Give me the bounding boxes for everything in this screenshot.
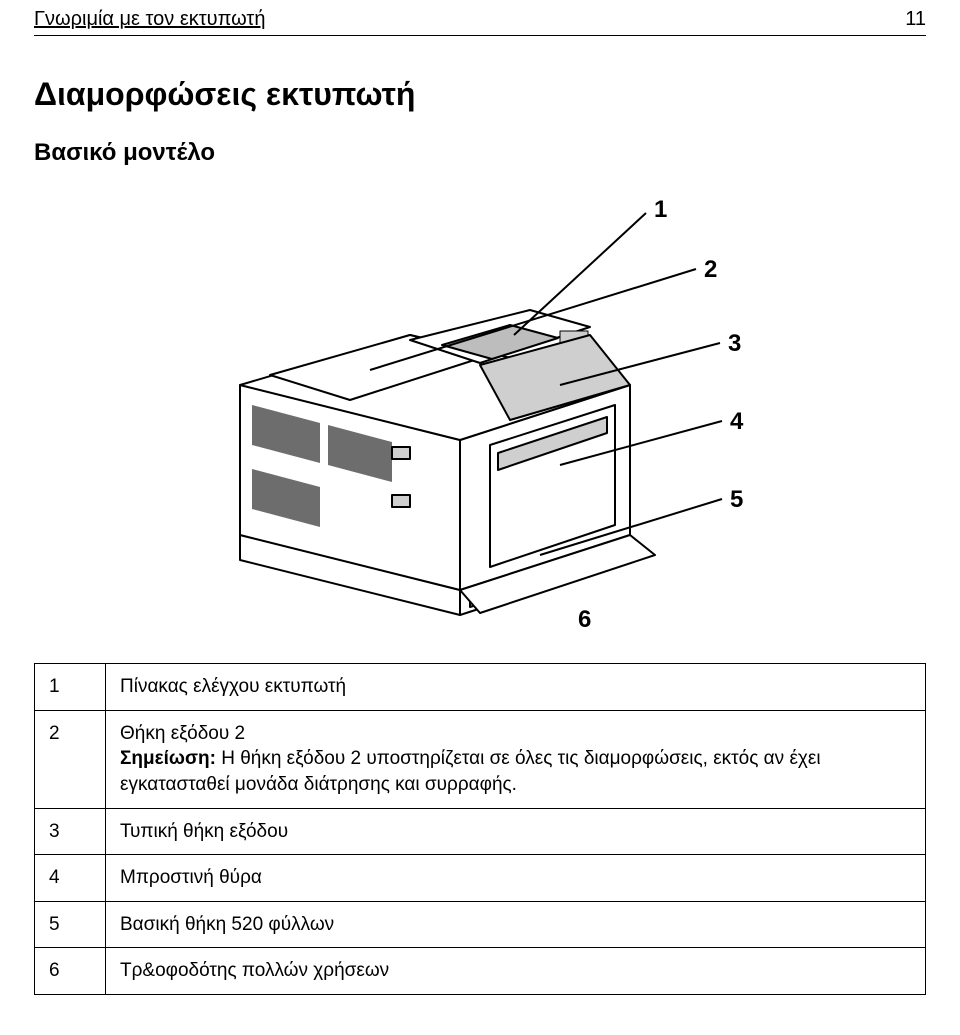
document-header: Γνωριμία με τον εκτυπωτή 11	[34, 8, 926, 36]
table-row: 1 Πίνακας ελέγχου εκτυπωτή	[35, 664, 926, 711]
figure-container: 1 2 3 4 5 6	[34, 195, 926, 635]
header-section-title: Γνωριμία με τον εκτυπωτή	[34, 8, 265, 31]
row-num: 1	[35, 664, 106, 711]
row-num: 4	[35, 855, 106, 902]
row-num: 2	[35, 710, 106, 808]
table-row: 6 Τρ&οφοδότης πολλών χρήσεων	[35, 948, 926, 995]
row-desc: Τυπική θήκη εξόδου	[106, 808, 926, 855]
row-desc: Μπροστινή θύρα	[106, 855, 926, 902]
callout-6: 6	[578, 606, 591, 633]
row-num: 3	[35, 808, 106, 855]
callout-4: 4	[730, 408, 744, 435]
page: Γνωριμία με τον εκτυπωτή 11 Διαμορφώσεις…	[0, 0, 960, 1035]
heading-2: Βασικό μοντέλο	[34, 139, 926, 167]
row-desc: Βασική θήκη 520 φύλλων	[106, 901, 926, 948]
parts-table: 1 Πίνακας ελέγχου εκτυπωτή 2 Θήκη εξόδου…	[34, 663, 926, 995]
header-page-number: 11	[905, 8, 926, 31]
callout-2: 2	[704, 256, 717, 283]
callout-5: 5	[730, 486, 743, 513]
row-desc: Τρ&οφοδότης πολλών χρήσεων	[106, 948, 926, 995]
heading-1: Διαμορφώσεις εκτυπωτή	[34, 76, 926, 113]
row-num: 6	[35, 948, 106, 995]
row-desc: Πίνακας ελέγχου εκτυπωτή	[106, 664, 926, 711]
table-row: 3 Τυπική θήκη εξόδου	[35, 808, 926, 855]
printer-diagram: 1 2 3 4 5 6	[160, 195, 800, 635]
row2-title: Θήκη εξόδου 2	[120, 723, 245, 744]
table-row: 5 Βασική θήκη 520 φύλλων	[35, 901, 926, 948]
table-row: 4 Μπροστινή θύρα	[35, 855, 926, 902]
callout-3: 3	[728, 330, 741, 357]
note-text: Η θήκη εξόδου 2 υποστηρίζεται σε όλες τι…	[120, 748, 821, 795]
row-desc: Θήκη εξόδου 2 Σημείωση: Η θήκη εξόδου 2 …	[106, 710, 926, 808]
callout-1: 1	[654, 196, 667, 223]
note-label: Σημείωση:	[120, 748, 216, 769]
table-row: 2 Θήκη εξόδου 2 Σημείωση: Η θήκη εξόδου …	[35, 710, 926, 808]
row-num: 5	[35, 901, 106, 948]
